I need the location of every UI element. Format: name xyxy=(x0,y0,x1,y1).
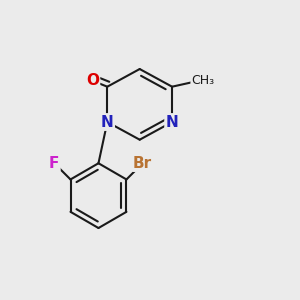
Text: CH₃: CH₃ xyxy=(191,74,214,87)
Text: O: O xyxy=(86,73,99,88)
Text: N: N xyxy=(101,115,114,130)
Text: F: F xyxy=(49,156,59,171)
Text: N: N xyxy=(166,115,178,130)
Text: N: N xyxy=(101,115,114,130)
Text: Br: Br xyxy=(133,156,152,171)
Text: N: N xyxy=(166,115,178,130)
